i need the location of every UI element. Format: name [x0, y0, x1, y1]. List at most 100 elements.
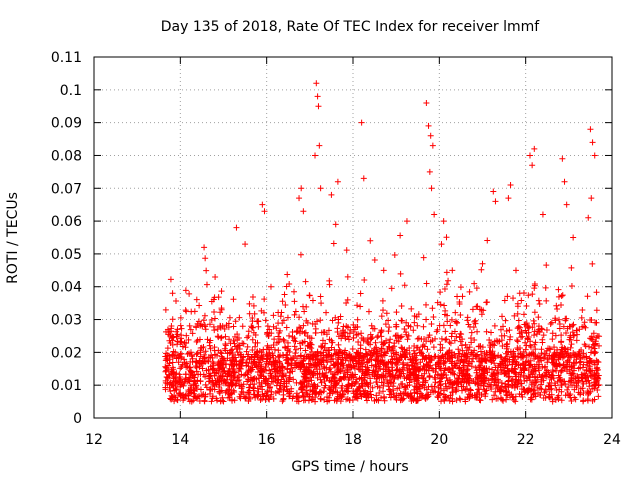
data-point [357, 303, 364, 310]
data-point [579, 375, 586, 382]
data-point [397, 368, 404, 375]
data-point [532, 352, 539, 359]
data-point [518, 391, 525, 398]
data-point [238, 359, 245, 366]
data-point [296, 324, 303, 331]
data-point [326, 347, 333, 354]
data-point [201, 351, 208, 358]
data-point [338, 394, 345, 401]
data-point [459, 387, 466, 394]
data-point [284, 314, 291, 321]
data-point [250, 329, 257, 336]
data-point [458, 370, 465, 377]
data-point [465, 347, 472, 354]
data-point [586, 358, 593, 365]
data-point [437, 347, 444, 354]
data-point [584, 388, 591, 395]
data-point [452, 318, 459, 325]
data-point [321, 396, 328, 403]
data-point [394, 356, 401, 363]
data-point [401, 282, 408, 289]
data-point [306, 393, 313, 400]
data-point [419, 352, 426, 359]
data-point [564, 325, 571, 332]
data-point [476, 372, 483, 379]
data-point [300, 394, 307, 401]
data-point [236, 342, 243, 349]
data-point [304, 342, 311, 349]
data-point [399, 345, 406, 352]
data-point [593, 289, 600, 296]
data-point [271, 336, 278, 343]
data-point [382, 321, 389, 328]
data-point [323, 331, 330, 338]
data-point [337, 375, 344, 382]
data-point [505, 195, 512, 202]
data-point [335, 341, 342, 348]
data-point [326, 386, 333, 393]
data-point [411, 350, 418, 357]
data-point [258, 349, 265, 356]
data-point [432, 361, 439, 368]
data-point [263, 358, 270, 365]
data-point [199, 365, 206, 372]
data-point [546, 394, 553, 401]
data-point [424, 346, 431, 353]
data-point [212, 351, 219, 358]
data-point [520, 289, 527, 296]
data-point [291, 288, 298, 295]
data-point [402, 390, 409, 397]
data-point [448, 352, 455, 359]
data-point [330, 373, 337, 380]
data-point [307, 361, 314, 368]
data-point [391, 340, 398, 347]
data-point [583, 353, 590, 360]
data-point [441, 285, 448, 292]
data-point [531, 309, 538, 316]
data-point [481, 375, 488, 382]
data-point [346, 330, 353, 337]
data-point [403, 362, 410, 369]
data-point [313, 318, 320, 325]
data-point [220, 380, 227, 387]
data-point [571, 365, 578, 372]
data-point [231, 340, 238, 347]
data-point [477, 397, 484, 404]
data-point [451, 328, 458, 335]
data-point [343, 247, 350, 254]
data-point [330, 362, 337, 369]
y-tick-label: 0.07 [51, 181, 82, 197]
data-point [458, 383, 465, 390]
data-point [444, 312, 451, 319]
data-point [426, 168, 433, 175]
data-point [420, 254, 427, 261]
data-point [191, 393, 198, 400]
data-point [245, 351, 252, 358]
data-point [533, 331, 540, 338]
data-point [578, 347, 585, 354]
data-point [585, 377, 592, 384]
data-point [462, 398, 469, 405]
data-point [288, 361, 295, 368]
data-point [400, 359, 407, 366]
data-point [471, 280, 478, 287]
data-point [246, 300, 253, 307]
data-point [302, 347, 309, 354]
data-point [561, 353, 568, 360]
data-point [203, 384, 210, 391]
data-point [570, 321, 577, 328]
data-point [247, 381, 254, 388]
data-point [373, 353, 380, 360]
data-point [517, 351, 524, 358]
data-point [312, 325, 319, 332]
data-point [402, 329, 409, 336]
data-point [411, 378, 418, 385]
data-point [590, 330, 597, 337]
data-point [170, 334, 177, 341]
data-point [310, 382, 317, 389]
data-point [239, 323, 246, 330]
data-point [547, 346, 554, 353]
data-point [295, 394, 302, 401]
data-point [191, 374, 198, 381]
data-point [531, 145, 538, 152]
